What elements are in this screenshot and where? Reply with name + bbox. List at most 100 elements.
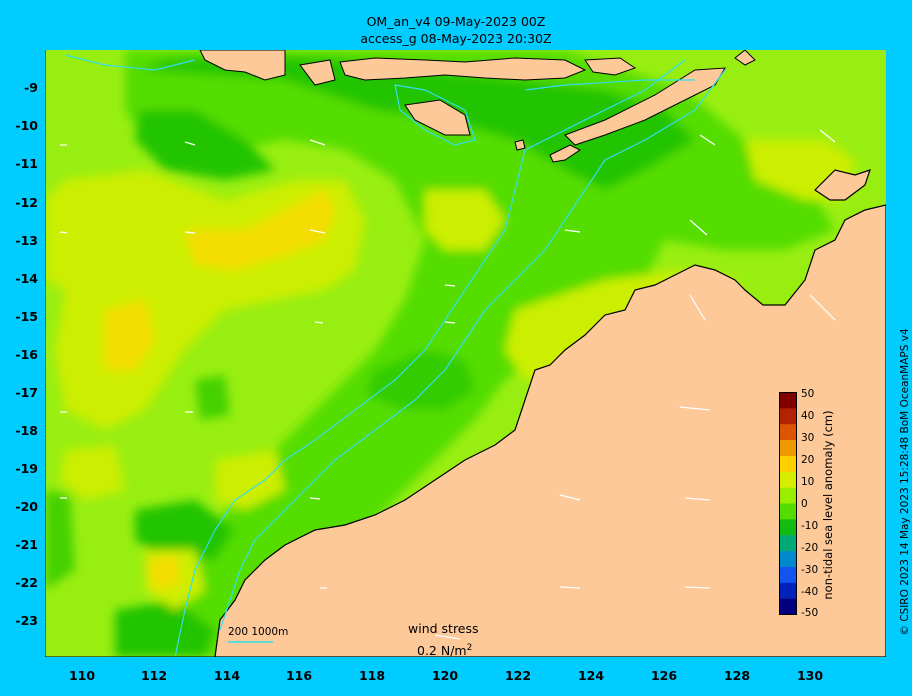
wind-arrow xyxy=(564,229,581,233)
wind-arrow xyxy=(809,294,836,321)
wind-arrow xyxy=(684,497,711,501)
colorbar-segment xyxy=(779,566,797,584)
isobath-1000m xyxy=(174,59,686,657)
wind-arrow xyxy=(434,634,461,640)
wind-arrow xyxy=(559,586,581,589)
y-tick-label: -20 xyxy=(15,499,38,514)
wind-arrow xyxy=(444,284,456,287)
isobath-1000m xyxy=(394,84,476,146)
wind-arrow xyxy=(699,134,716,146)
sla-positive-region xyxy=(60,445,125,500)
x-tick-label: 126 xyxy=(650,668,678,683)
x-tick-label: 124 xyxy=(577,668,605,683)
colorbar-tick-label: 50 xyxy=(801,388,815,400)
wind-arrow xyxy=(314,321,324,324)
colorbar-tick-label: -30 xyxy=(801,564,819,576)
sla-positive-region xyxy=(425,190,505,250)
colorbar-segment xyxy=(779,582,797,599)
y-tick-label: -12 xyxy=(15,195,38,210)
rote-island xyxy=(514,139,526,151)
sla-negative-core xyxy=(115,600,215,657)
colorbar-segment xyxy=(779,487,797,504)
colorbar-segment xyxy=(779,455,797,473)
y-tick-label: -13 xyxy=(15,233,38,248)
wind-stress-label: wind stress xyxy=(408,621,479,636)
colorbar-tick-label: 10 xyxy=(801,476,815,488)
x-tick-label: 114 xyxy=(213,668,241,683)
x-tick-label: 120 xyxy=(431,668,459,683)
sla-positive-region xyxy=(215,450,285,510)
colorbar-tick-label: -50 xyxy=(801,607,819,619)
x-tick-label: 130 xyxy=(796,668,824,683)
y-tick-label: -10 xyxy=(15,118,38,133)
sla-negative-core xyxy=(365,350,475,410)
wind-arrow xyxy=(689,294,706,321)
colorbar-tick-label: -40 xyxy=(801,586,819,598)
x-tick-label: 110 xyxy=(68,668,96,683)
x-tick-label: 116 xyxy=(285,668,313,683)
x-tick-label: 118 xyxy=(358,668,386,683)
wind-arrow xyxy=(684,586,711,589)
sunda-islands xyxy=(339,57,587,81)
colorbar-segment xyxy=(779,392,797,409)
sunda-islands xyxy=(734,50,756,66)
colorbar-segment xyxy=(779,408,797,425)
colorbar-segment xyxy=(779,598,797,615)
colorbar-segment xyxy=(779,535,797,552)
colorbar xyxy=(779,392,797,615)
sunda-islands xyxy=(299,59,336,86)
sla-high-core xyxy=(185,190,335,270)
sla-high-core xyxy=(105,300,155,370)
wind-arrow xyxy=(184,231,196,234)
y-tick-label: -22 xyxy=(15,575,38,590)
y-tick-label: -16 xyxy=(15,347,38,362)
sla-negative-core xyxy=(45,490,75,590)
colorbar-segment xyxy=(779,503,797,520)
wind-arrow xyxy=(444,321,456,324)
colorbar-segment xyxy=(779,519,797,536)
colorbar-tick-label: -10 xyxy=(801,520,819,532)
colorbar-tick-label: 20 xyxy=(801,454,815,466)
sla-negative-region xyxy=(125,50,835,657)
x-tick-label: 112 xyxy=(140,668,168,683)
sla-high-core xyxy=(147,555,181,590)
isobath-200m xyxy=(524,79,695,91)
colorbar-title: non-tidal sea level anomaly (cm) xyxy=(821,410,835,600)
y-tick-label: -14 xyxy=(15,271,38,286)
x-tick-label: 128 xyxy=(723,668,751,683)
wind-arrow xyxy=(679,406,711,411)
y-tick-label: -9 xyxy=(24,80,38,95)
colorbar-segment xyxy=(779,440,797,457)
colorbar-segment xyxy=(779,471,797,488)
colorbar-tick-label: 30 xyxy=(801,432,815,444)
wind-stress-value-text: 0.2 N/m xyxy=(417,643,467,659)
wind-arrow xyxy=(309,497,321,500)
y-tick-label: -23 xyxy=(15,613,38,628)
colorbar-tick-label: 0 xyxy=(801,498,808,510)
colorbar-segment xyxy=(779,424,797,441)
sumba-island xyxy=(404,99,471,136)
wind-arrow xyxy=(184,141,196,146)
isobath-1000m xyxy=(64,54,196,71)
y-tick-label: -18 xyxy=(15,423,38,438)
sunda-islands xyxy=(584,57,637,76)
sunda-islands xyxy=(199,50,286,81)
isobaths xyxy=(64,54,726,657)
wind-arrow xyxy=(309,229,326,234)
timor-island xyxy=(564,67,726,146)
timor-southwest xyxy=(549,144,581,163)
wind-arrow xyxy=(309,139,326,146)
colorbar-tick-label: -20 xyxy=(801,542,819,554)
scale-bar-label: 200 1000m xyxy=(228,626,289,638)
isobath-200m xyxy=(219,69,726,631)
sla-negative-core xyxy=(135,500,235,560)
australia-mainland xyxy=(214,204,886,657)
wind-stress-unit-superscript: 2 xyxy=(466,643,473,653)
x-tick-label: 122 xyxy=(504,668,532,683)
y-tick-label: -19 xyxy=(15,461,38,476)
wind-stress-arrows xyxy=(59,129,836,640)
colorbar-segment xyxy=(779,551,797,568)
y-tick-label: -15 xyxy=(15,309,38,324)
map-plot-area xyxy=(45,50,886,657)
y-tick-label: -11 xyxy=(15,156,38,171)
